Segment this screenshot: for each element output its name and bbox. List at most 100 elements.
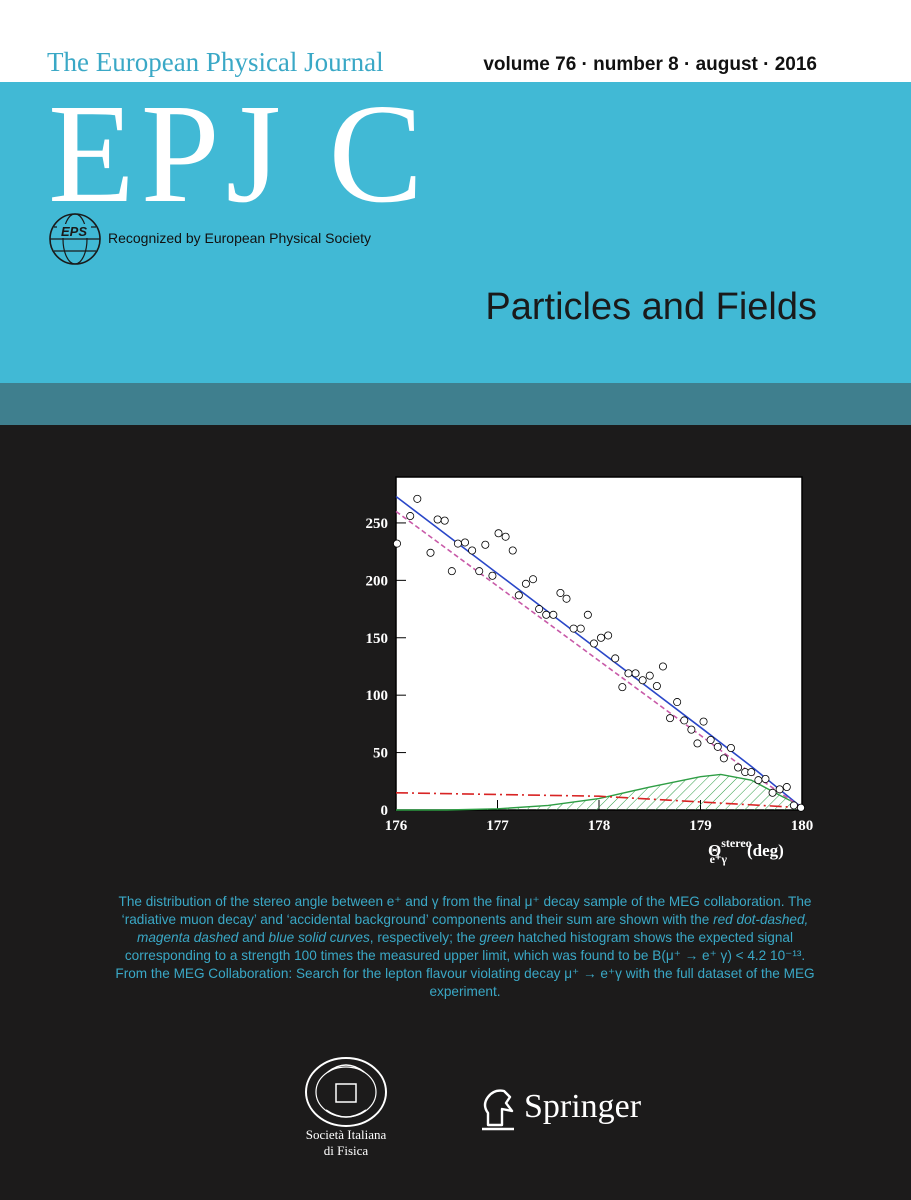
data-point bbox=[453, 539, 462, 548]
data-point bbox=[514, 591, 523, 600]
caption-segment: red dot-dashed, magenta dashed bbox=[137, 912, 809, 945]
caption-segment: blue solid curves bbox=[268, 930, 370, 945]
data-point bbox=[413, 494, 422, 503]
eps-text: Recognized by European Physical Society bbox=[108, 230, 372, 246]
hatch-fill bbox=[396, 774, 802, 810]
data-point bbox=[542, 610, 551, 619]
y-tick-label: 50 bbox=[373, 746, 388, 762]
data-point bbox=[699, 717, 708, 726]
data-point bbox=[488, 571, 497, 580]
data-point bbox=[775, 785, 784, 794]
data-point bbox=[393, 539, 402, 548]
y-tick-label: 150 bbox=[366, 631, 389, 647]
data-point bbox=[706, 735, 715, 744]
y-tick-label: 100 bbox=[366, 688, 389, 704]
data-point bbox=[494, 529, 503, 538]
data-point bbox=[687, 725, 696, 734]
caption-segment: The distribution of the stereo angle bet… bbox=[118, 894, 812, 927]
y-tick-label: 250 bbox=[366, 516, 389, 532]
data-point bbox=[782, 783, 791, 792]
data-point bbox=[589, 639, 598, 648]
data-point bbox=[569, 624, 578, 633]
caption: The distribution of the stereo angle bet… bbox=[110, 893, 820, 1001]
data-point bbox=[549, 610, 558, 619]
curve bbox=[395, 495, 803, 809]
caption-segment: green bbox=[479, 930, 515, 945]
x-axis-label: Θstereo e⁺γ (deg) bbox=[708, 836, 784, 866]
data-point bbox=[734, 763, 743, 772]
data-point bbox=[481, 540, 490, 549]
data-point bbox=[618, 683, 627, 692]
cyan-band bbox=[0, 82, 911, 383]
publisher: Springer bbox=[524, 1088, 642, 1125]
data-point bbox=[768, 788, 777, 797]
eps-mark: EPS bbox=[61, 224, 87, 239]
x-tick-label: 180 bbox=[791, 818, 814, 834]
data-point bbox=[652, 681, 661, 690]
data-point bbox=[624, 669, 633, 678]
data-point bbox=[461, 538, 470, 547]
sif-seal bbox=[305, 1057, 387, 1127]
data-point bbox=[747, 768, 756, 777]
plot-frame bbox=[395, 476, 803, 811]
data-point bbox=[645, 671, 654, 680]
data-point bbox=[562, 594, 571, 603]
x-tick-label: 178 bbox=[588, 818, 611, 834]
data-point bbox=[597, 633, 606, 642]
sif-name: Società Italiana di Fisica bbox=[290, 1127, 402, 1159]
top-band bbox=[0, 0, 911, 82]
data-point bbox=[406, 512, 415, 521]
data-point bbox=[693, 739, 702, 748]
data-point bbox=[468, 546, 477, 555]
data-point bbox=[726, 743, 735, 752]
x-tick-label: 176 bbox=[385, 818, 408, 834]
data-point bbox=[529, 575, 538, 584]
sif-line: di Fisica bbox=[323, 1143, 369, 1158]
springer-knight bbox=[482, 1089, 514, 1131]
caption-segment: , respectively; the bbox=[369, 930, 480, 945]
axis-sup: stereo bbox=[721, 836, 751, 850]
data-point bbox=[475, 567, 484, 576]
data-point bbox=[666, 714, 675, 723]
teal-band bbox=[0, 383, 911, 425]
series-title: Particles and Fields bbox=[485, 286, 817, 328]
data-point bbox=[535, 605, 544, 614]
data-point bbox=[611, 654, 620, 663]
x-tick-label: 179 bbox=[689, 818, 712, 834]
data-point bbox=[521, 579, 530, 588]
data-point bbox=[583, 610, 592, 619]
eps-globe: EPS bbox=[49, 213, 101, 265]
data-point bbox=[658, 662, 667, 671]
journal-logo: EPJ C bbox=[48, 74, 430, 232]
y-tick-label: 200 bbox=[366, 573, 389, 589]
data-point bbox=[556, 588, 565, 597]
data-point bbox=[719, 754, 728, 763]
data-point bbox=[680, 716, 689, 725]
data-point bbox=[508, 546, 517, 555]
data-point bbox=[604, 631, 613, 640]
curve bbox=[395, 791, 803, 809]
axis-sub: e⁺γ bbox=[710, 852, 728, 866]
axis-unit: (deg) bbox=[747, 841, 784, 860]
data-point bbox=[433, 515, 442, 524]
data-point bbox=[713, 742, 722, 751]
data-point bbox=[501, 532, 510, 541]
data-point bbox=[761, 774, 770, 783]
data-point bbox=[754, 776, 763, 785]
journal-name: The European Physical Journal bbox=[47, 47, 384, 77]
caption-segment: and bbox=[238, 930, 269, 945]
caption-segment: hatched histogram shows the expected sig… bbox=[115, 930, 815, 999]
data-point bbox=[796, 803, 805, 812]
data-point bbox=[673, 698, 682, 707]
data-point bbox=[631, 669, 640, 678]
data-point bbox=[426, 548, 435, 557]
y-tick-label: 0 bbox=[381, 803, 389, 819]
issue-info: volume 76 · number 8 · august · 2016 bbox=[483, 54, 817, 75]
axis-symbol: Θ bbox=[708, 841, 721, 860]
data-point bbox=[576, 624, 585, 633]
data-point bbox=[440, 516, 449, 525]
data-point bbox=[447, 567, 456, 576]
signal-curve bbox=[396, 773, 803, 811]
